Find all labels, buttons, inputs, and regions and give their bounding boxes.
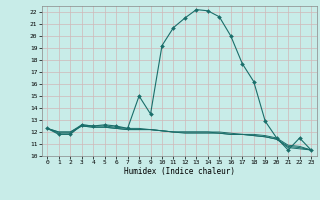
X-axis label: Humidex (Indice chaleur): Humidex (Indice chaleur)	[124, 167, 235, 176]
